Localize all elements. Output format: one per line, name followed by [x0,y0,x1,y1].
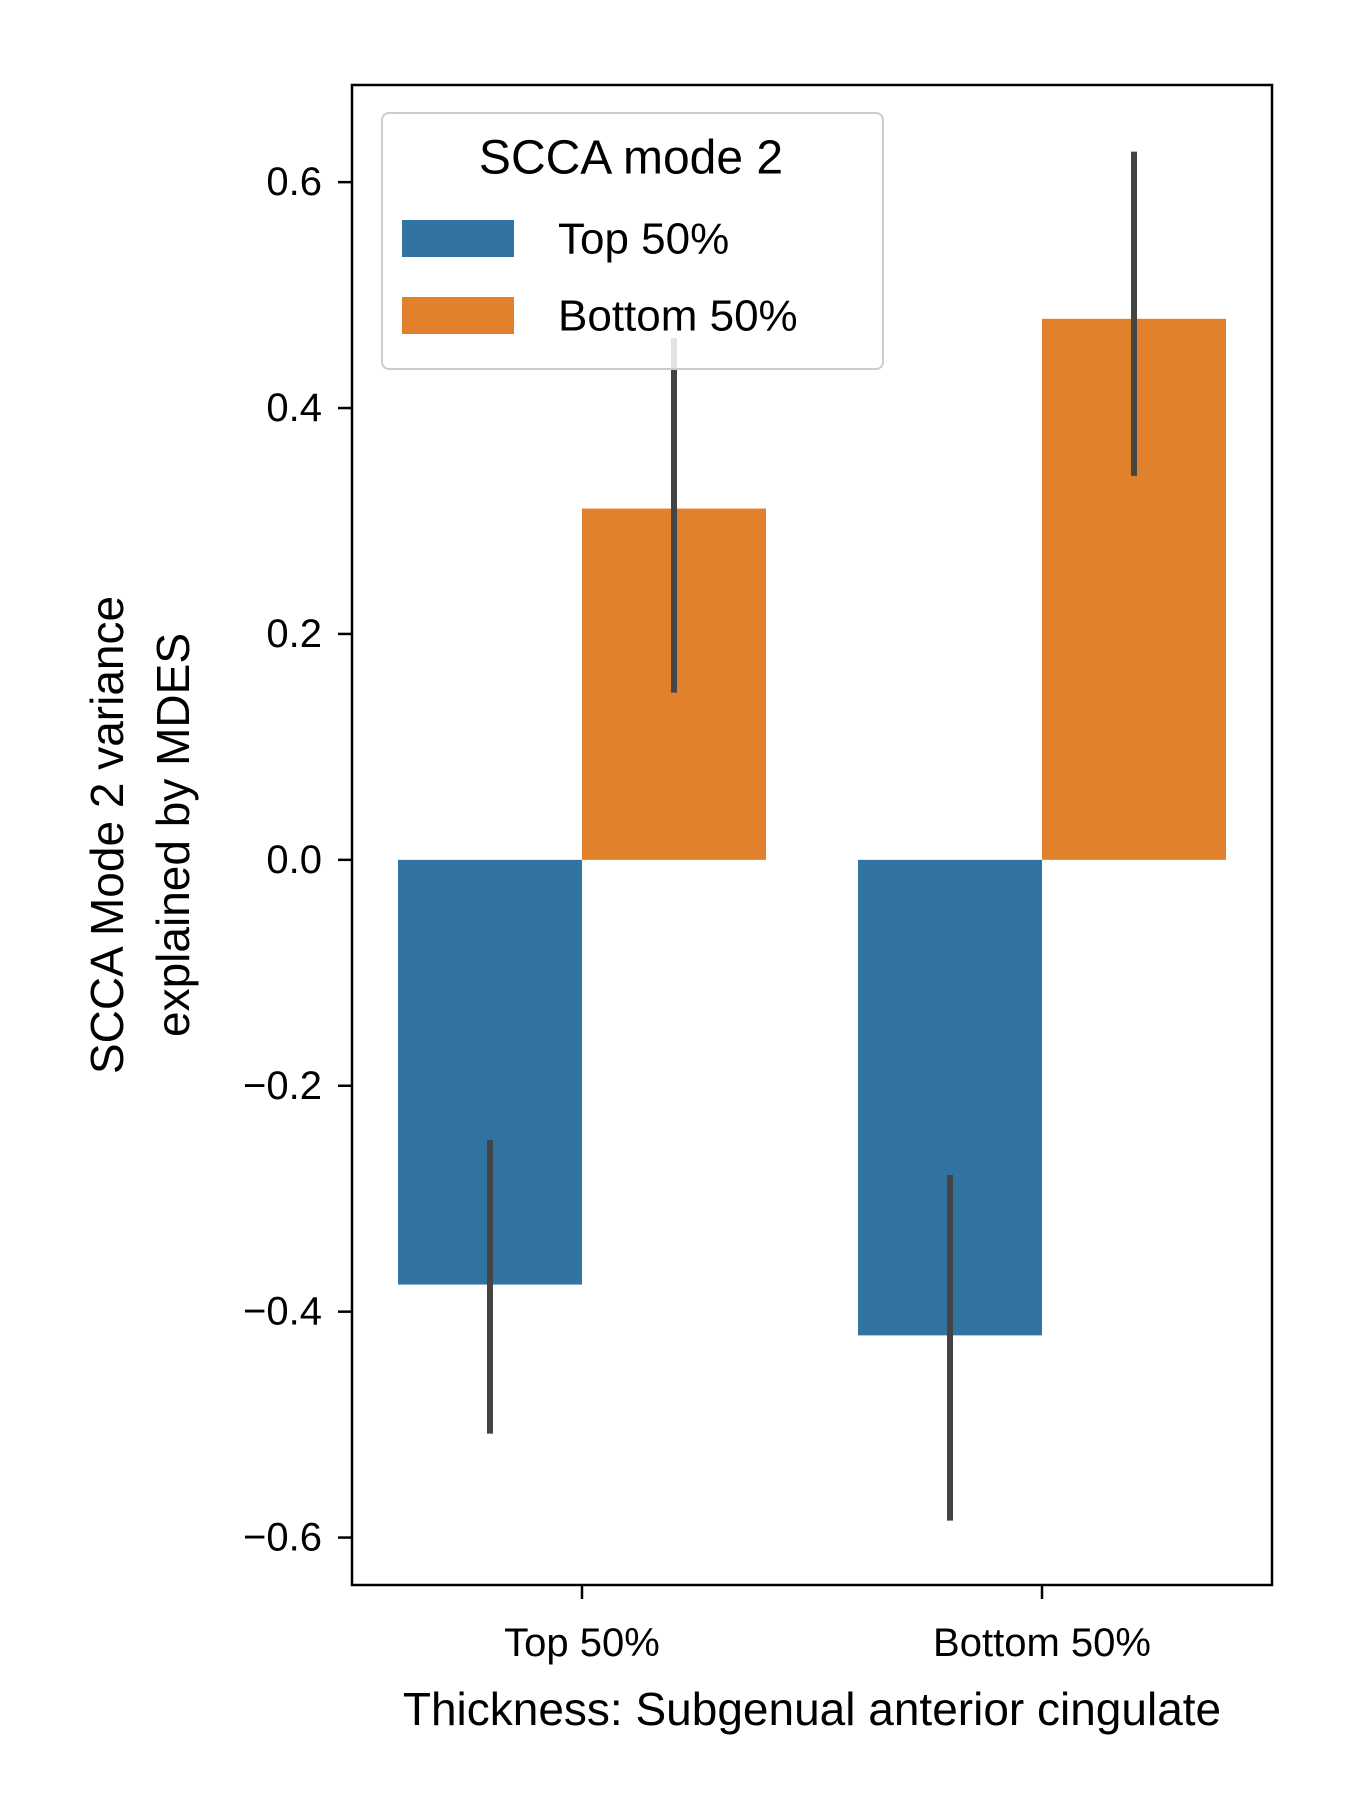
y-tick-label: −0.2 [243,1064,322,1108]
bars-layer [398,318,1226,1336]
x-tick-label: Top 50% [504,1621,660,1665]
y-tick-label: 0.2 [266,612,322,656]
y-axis-label-line-2: explained by MDES [147,633,199,1037]
y-tick-label: −0.6 [243,1516,322,1560]
y-axis-label-line-1: SCCA Mode 2 variance [81,596,133,1074]
legend-swatch-top [402,220,514,257]
y-tick-label: −0.4 [243,1290,322,1334]
y-axis: −0.6 −0.4 −0.2 0.0 0.2 0.4 0.6 [243,160,352,1560]
legend-swatch-bottom [402,297,514,334]
legend-label-top: Top 50% [558,215,729,264]
y-tick-label: 0.6 [266,160,322,204]
y-tick-label: 0.0 [266,838,322,882]
legend: SCCA mode 2 Top 50% Bottom 50% [381,112,884,370]
x-axis-label: Thickness: Subgenual anterior cingulate [403,1683,1221,1735]
y-tick-label: 0.4 [266,386,322,430]
legend-title: SCCA mode 2 [479,132,783,185]
x-tick-label: Bottom 50% [933,1621,1151,1665]
plot-frame [350,83,1274,1587]
legend-label-bottom: Bottom 50% [558,292,798,341]
x-axis: Top 50% Bottom 50% [504,1585,1151,1665]
errorbars-layer [487,151,1137,1521]
y-axis-label: SCCA Mode 2 variance explained by MDES [81,596,199,1074]
